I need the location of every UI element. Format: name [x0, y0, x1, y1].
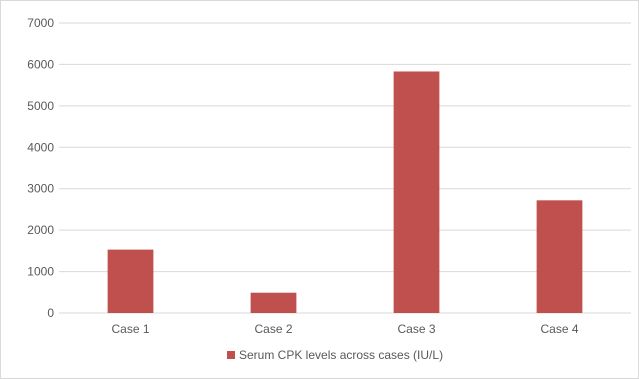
x-tick-label: Case 3: [397, 322, 435, 336]
bar-case-2: [250, 292, 297, 313]
y-tick-label: 5000: [27, 99, 54, 113]
legend-swatch: [227, 351, 235, 359]
legend-label: Serum CPK levels across cases (IU/L): [239, 348, 443, 362]
legend: Serum CPK levels across cases (IU/L): [227, 348, 443, 362]
x-tick-label: Case 1: [111, 322, 149, 336]
x-tick-label: Case 2: [254, 322, 292, 336]
bar-case-1: [107, 249, 154, 313]
y-tick-label: 4000: [27, 140, 54, 154]
gridlines: [59, 22, 631, 314]
x-tick-label: Case 4: [540, 322, 578, 336]
x-axis-tick-labels: Case 1 Case 2 Case 3 Case 4: [111, 322, 578, 336]
y-tick-label: 7000: [27, 16, 54, 30]
bar-case-4: [536, 200, 583, 313]
y-tick-label: 1000: [27, 265, 54, 279]
bar-case-3: [393, 71, 440, 313]
y-tick-label: 0: [47, 306, 54, 320]
y-axis-tick-labels: 0 1000 2000 3000 4000 5000 6000 7000: [27, 16, 54, 320]
y-tick-label: 3000: [27, 182, 54, 196]
bars: [107, 71, 583, 313]
y-tick-label: 2000: [27, 223, 54, 237]
y-tick-label: 6000: [27, 57, 54, 71]
